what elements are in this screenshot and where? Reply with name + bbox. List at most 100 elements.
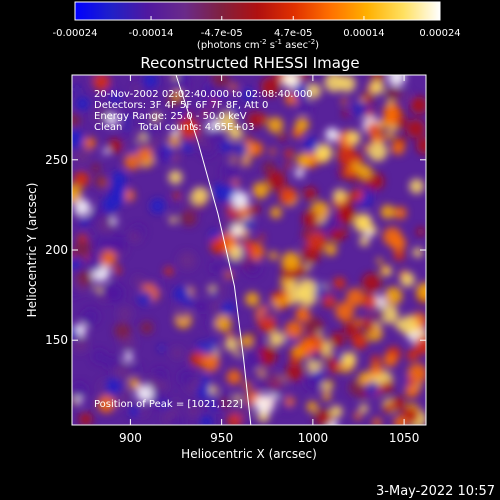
heatmap-cell — [282, 295, 292, 305]
heatmap-cell — [298, 338, 317, 357]
heatmap-cell — [207, 317, 218, 329]
heatmap-cell — [109, 92, 121, 104]
heatmap-cell — [92, 111, 106, 125]
heatmap-cell — [171, 128, 179, 136]
heatmap-cell — [179, 119, 199, 139]
heatmap-cell — [146, 136, 162, 151]
heatmap-cell — [168, 415, 186, 425]
heatmap-cell — [337, 146, 357, 166]
heatmap-cell — [220, 301, 235, 316]
heatmap-cell — [316, 216, 324, 224]
heatmap-cell — [196, 383, 214, 400]
heatmap-cell — [259, 368, 278, 387]
heatmap-cell — [137, 290, 153, 306]
heatmap-cell — [341, 98, 348, 105]
heatmap-cell — [400, 272, 415, 288]
heatmap-cell — [133, 364, 142, 373]
heatmap-cell — [142, 123, 157, 138]
heatmap-cell — [94, 175, 106, 187]
colorbar-tick-label: 0.00024 — [419, 28, 460, 39]
heatmap-cell — [248, 141, 264, 157]
heatmap-cell — [252, 181, 269, 199]
colorbar — [74, 1, 441, 21]
heatmap-cell — [201, 353, 220, 372]
heatmap-cell — [414, 336, 426, 355]
heatmap-cell — [229, 105, 239, 115]
heatmap-cell — [304, 315, 322, 333]
heatmap-cell — [346, 288, 365, 307]
heatmap-cell — [94, 285, 102, 293]
heatmap-cell — [393, 206, 407, 220]
heatmap-cell — [359, 236, 370, 247]
colorbar-units: (photons cm-2 s-1 asec-2) — [197, 38, 319, 51]
heatmap-cell — [133, 84, 142, 93]
x-tick-label: 950 — [210, 431, 233, 445]
heatmap-cell — [241, 88, 254, 101]
heatmap-cell — [367, 172, 385, 190]
heatmap-cell — [295, 306, 310, 322]
heatmap-cell — [72, 130, 85, 149]
heatmap-cell — [83, 137, 96, 150]
heatmap-cell — [220, 140, 232, 153]
heatmap-cell — [91, 349, 107, 364]
heatmap-cell — [342, 110, 350, 117]
heatmap-cell — [329, 228, 344, 242]
heatmap-cell — [109, 233, 128, 253]
heatmap-cell — [380, 204, 395, 219]
heatmap-cell — [279, 187, 298, 206]
heatmap-cell — [303, 137, 320, 154]
heatmap-cell — [321, 381, 332, 392]
heatmap-cell — [315, 143, 333, 161]
heatmap-cell — [351, 333, 368, 350]
heatmap-cell — [285, 396, 295, 407]
heatmap-cell — [149, 198, 166, 214]
heatmap-cell — [390, 235, 407, 252]
heatmap-cell — [113, 266, 122, 275]
y-tick-label: 200 — [45, 243, 68, 257]
heatmap-cell — [306, 401, 318, 413]
heatmap-cell — [241, 218, 256, 232]
heatmap-cell — [304, 263, 312, 271]
heatmap-cell — [75, 96, 90, 111]
heatmap-cell — [195, 300, 206, 311]
x-tick-label: 1000 — [298, 431, 329, 445]
heatmap-cell — [362, 293, 378, 310]
heatmap-cell — [383, 353, 397, 368]
heatmap-cell — [224, 271, 233, 279]
heatmap-cell — [105, 377, 122, 395]
heatmap-cell — [409, 178, 425, 194]
heatmap-cell — [250, 204, 260, 215]
annotation-time: 20-Nov-2002 02:02:40.000 to 02:08:40.000 — [94, 89, 313, 100]
heatmap-cell — [230, 224, 244, 237]
heatmap-cell — [359, 404, 369, 414]
heatmap-cell — [103, 148, 110, 155]
heatmap-cell — [112, 364, 131, 383]
heatmap-cell — [302, 210, 320, 228]
heatmap-cell — [269, 148, 276, 155]
heatmap-cell — [158, 344, 165, 352]
heatmap-cell — [269, 251, 278, 261]
heatmap-cell — [406, 349, 419, 362]
heatmap-cell — [369, 80, 385, 95]
heatmap-cell — [210, 237, 228, 255]
heatmap-cell — [258, 234, 265, 241]
heatmap-cell — [354, 154, 364, 164]
heatmap-cell — [379, 304, 399, 324]
heatmap-cell — [254, 394, 275, 414]
heatmap-cell — [282, 75, 300, 89]
heatmap-cell — [72, 382, 88, 398]
heatmap-cell — [208, 127, 225, 144]
heatmap-cell — [136, 147, 152, 162]
y-tick-label: 250 — [45, 153, 68, 167]
heatmap-cell — [124, 153, 141, 170]
heatmap-cell — [322, 288, 333, 298]
heatmap-image — [72, 75, 426, 425]
annotation-counts: Clean Total counts: 4.65E+03 — [94, 122, 254, 133]
heatmap-cell — [243, 350, 263, 370]
heatmap-cell — [398, 315, 419, 336]
heatmap-cell — [128, 230, 141, 243]
heatmap-cell — [407, 377, 416, 386]
heatmap-cell — [209, 337, 217, 345]
heatmap-cell — [204, 143, 213, 151]
heatmap-cell — [90, 162, 101, 173]
